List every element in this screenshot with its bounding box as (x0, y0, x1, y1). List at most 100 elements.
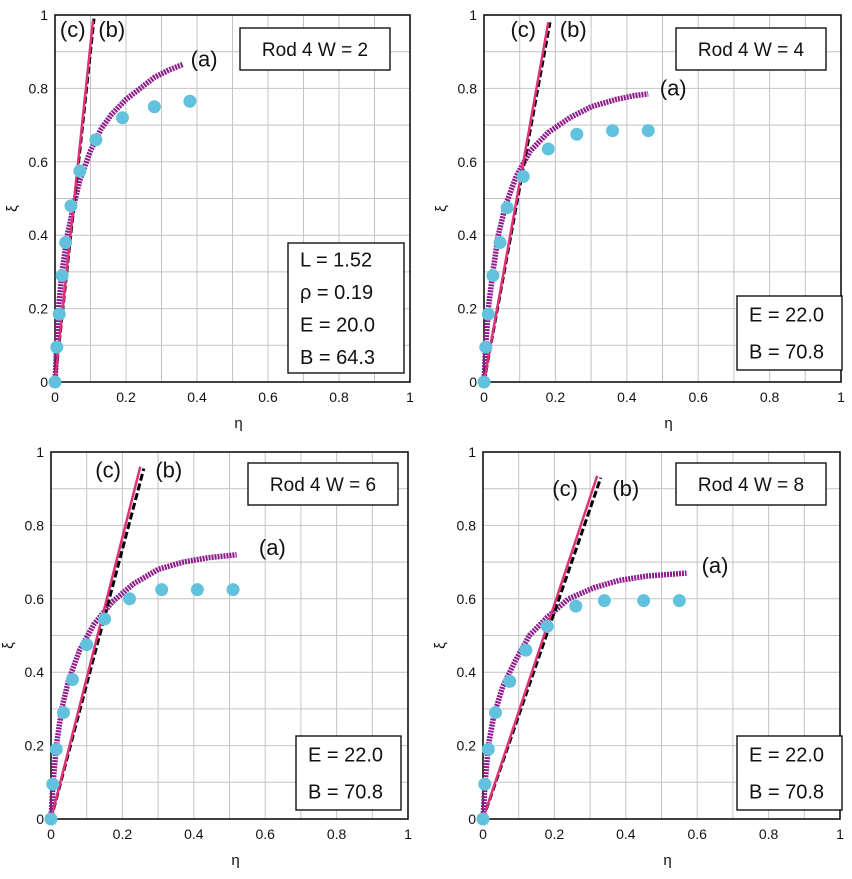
y-tick-label: 1 (40, 7, 48, 23)
x-tick-label: 0.6 (258, 389, 278, 405)
data-point (55, 269, 69, 283)
y-tick-label: 0.6 (458, 154, 478, 170)
data-point (478, 777, 492, 791)
x-tick-label: 1 (836, 826, 844, 842)
data-point (488, 706, 502, 720)
parameter-line: E = 22.0 (749, 305, 824, 327)
y-tick-label: 0.4 (458, 227, 478, 243)
x-tick-label: 0 (47, 826, 55, 842)
series-line-c (482, 22, 550, 383)
data-point (46, 777, 60, 791)
series-line-c (481, 475, 599, 820)
x-tick-label: 0 (51, 389, 59, 405)
data-point (64, 199, 78, 213)
data-point (481, 742, 495, 756)
y-tick-label: 0.2 (25, 738, 45, 754)
curve-label-a: (a) (660, 76, 687, 101)
data-point (190, 583, 204, 597)
title-box (239, 27, 391, 71)
data-point (183, 94, 197, 108)
data-point (516, 169, 530, 183)
curve-label-b: (b) (612, 476, 639, 501)
x-tick-label: 0.2 (113, 826, 133, 842)
data-point (52, 307, 66, 321)
data-point (80, 638, 94, 652)
y-axis-label: ξ (433, 205, 450, 212)
chart-panel-2: 0 0.2 0.4 0.6 0.8 1 0 0.2 0.4 0.6 0.8 1 η ξ (a) (b) (c) R… (433, 7, 845, 432)
data-point (519, 643, 533, 657)
parameter-line: B = 70.8 (749, 342, 824, 364)
chart-panel-4: 0 0.2 0.4 0.6 0.8 1 0 0.2 0.4 0.6 0.8 1 η ξ (a) (b) (c) R… (432, 444, 844, 869)
curve-label-a: (a) (702, 553, 729, 578)
curve-label-b: (b) (155, 458, 182, 483)
y-tick-label: 0 (468, 811, 476, 827)
y-tick-label: 0.4 (457, 664, 477, 680)
y-tick-label: 0.6 (25, 591, 45, 607)
data-point (477, 375, 491, 389)
data-point (672, 594, 686, 608)
parameter-line: B = 70.8 (308, 782, 383, 804)
x-tick-label: 0.6 (255, 826, 275, 842)
parameter-box (736, 735, 843, 811)
plot-frame (50, 451, 409, 820)
x-tick-label: 0.8 (327, 826, 347, 842)
y-tick-label: 0.4 (25, 664, 45, 680)
parameter-line: E = 20.0 (300, 314, 375, 336)
data-point (503, 674, 517, 688)
x-tick-label: 0.8 (759, 826, 779, 842)
data-point (481, 307, 495, 321)
x-tick-label: 0.6 (687, 826, 707, 842)
parameter-box (736, 295, 843, 371)
y-tick-label: 0.6 (29, 154, 49, 170)
y-tick-label: 0.2 (29, 301, 49, 317)
x-axis-label: η (663, 852, 671, 869)
curve-label-b: (b) (560, 17, 587, 42)
y-axis-label: ξ (0, 642, 17, 649)
data-point (569, 599, 583, 613)
y-tick-label: 0 (36, 811, 44, 827)
curve-label-a: (a) (191, 46, 218, 71)
curve-label-c: (c) (95, 458, 121, 483)
series-line-c (49, 466, 142, 820)
chart-panel-1: 0 0.2 0.4 0.6 0.8 1 0 0.2 0.4 0.6 0.8 1 η ξ (a) (b) (c) R… (4, 7, 414, 432)
data-point (493, 236, 507, 250)
data-point (540, 619, 554, 633)
data-point (641, 124, 655, 138)
y-tick-label: 0 (469, 374, 477, 390)
curve-label-c: (c) (552, 476, 578, 501)
parameter-line: ρ = 0.19 (300, 282, 373, 304)
series-line-a (48, 552, 237, 820)
x-tick-label: 0.4 (184, 826, 204, 842)
x-tick-label: 0.2 (546, 389, 566, 405)
x-tick-label: 0.4 (616, 826, 636, 842)
x-tick-label: 0.6 (688, 389, 708, 405)
x-tick-label: 0.4 (187, 389, 207, 405)
x-tick-label: 1 (406, 389, 414, 405)
x-axis-label: η (231, 852, 239, 869)
data-point (486, 269, 500, 283)
parameter-line: B = 70.8 (749, 782, 824, 804)
data-point (56, 706, 70, 720)
x-tick-label: 0 (479, 826, 487, 842)
plot-frame (483, 14, 842, 383)
y-tick-label: 0.2 (457, 738, 477, 754)
title-box (675, 27, 827, 71)
y-tick-label: 0.8 (457, 517, 477, 533)
x-tick-label: 0.2 (116, 389, 136, 405)
y-tick-label: 0.8 (29, 80, 49, 96)
curve-label-a: (a) (259, 535, 286, 560)
data-point (226, 583, 240, 597)
chart-title: Rod 4 W = 4 (698, 40, 805, 61)
series-line-a (52, 61, 184, 383)
data-point (44, 812, 58, 826)
x-tick-label: 0.2 (545, 826, 565, 842)
curve-label-c: (c) (510, 17, 536, 42)
chart-title: Rod 4 W = 8 (698, 475, 804, 496)
data-point (476, 812, 490, 826)
curve-label-b: (b) (98, 17, 125, 42)
title-box (247, 462, 399, 506)
x-tick-label: 1 (404, 826, 412, 842)
parameter-line: B = 64.3 (300, 347, 375, 369)
x-tick-label: 0.8 (760, 389, 780, 405)
parameter-box (287, 242, 405, 374)
